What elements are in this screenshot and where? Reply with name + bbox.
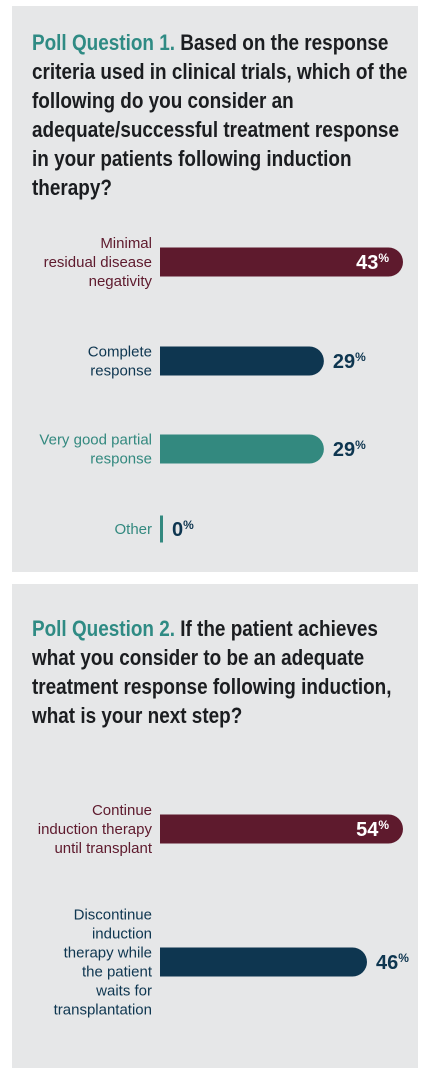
- category-label: Continue induction therapy until transplan…: [38, 802, 153, 857]
- category-label-line: until transplant: [54, 840, 152, 857]
- category-label-line: Continue: [92, 802, 152, 819]
- poll-question-1-title: Based on the response criteria used in c…: [32, 30, 408, 200]
- value-label: 46%: [376, 951, 409, 974]
- category-label-line: response: [90, 451, 152, 468]
- category-label-line: Complete: [88, 344, 152, 361]
- value-number: 29: [333, 439, 355, 461]
- bar: [160, 247, 403, 277]
- category-label: Complete response: [88, 344, 152, 380]
- value-label: 29%: [333, 438, 366, 461]
- value-number: 46: [376, 952, 398, 974]
- category-label-line: Minimal: [100, 235, 152, 252]
- poll-question-1-chart: Minimal residual disease negativity 43% Comp…: [39, 235, 403, 543]
- category-label: Very good partial response: [39, 432, 152, 468]
- value-label: 43%: [356, 251, 389, 274]
- category-label-line: transplantation: [54, 1002, 152, 1019]
- poll-question-2-text: Poll Question 2. If the patient achieves…: [32, 614, 410, 730]
- poll-question-2-chart: Continue induction therapy until transplan…: [38, 802, 410, 1019]
- value-number: 43: [356, 252, 378, 274]
- category-label-line: Discontinue: [74, 907, 152, 924]
- value-label: 54%: [356, 818, 389, 841]
- category-label-line: induction: [92, 926, 152, 943]
- value-label: 0%: [172, 518, 194, 541]
- category-label-line: therapy while: [64, 945, 152, 962]
- category-label: Discontinue induction therapy while the pat…: [54, 907, 153, 1019]
- value-number: 29: [333, 351, 355, 373]
- poll-question-1-text: Poll Question 1. Based on the response c…: [32, 28, 410, 202]
- poll-question-2-panel: Poll Question 2. If the patient achieves…: [12, 584, 418, 1068]
- category-label: Minimal residual disease negativity: [44, 235, 153, 290]
- value-unit: %: [378, 818, 389, 832]
- value-number: 0: [172, 519, 183, 541]
- bar: [160, 814, 403, 844]
- category-label-line: negativity: [89, 273, 153, 290]
- value-unit: %: [355, 350, 366, 364]
- bar: [160, 346, 324, 376]
- poll-question-2-label: Poll Question 2.: [32, 616, 175, 641]
- poll-question-1-panel: Poll Question 1. Based on the response c…: [12, 6, 418, 572]
- value-unit: %: [378, 251, 389, 265]
- value-unit: %: [398, 951, 409, 965]
- value-unit: %: [183, 518, 194, 532]
- value-label: 29%: [333, 350, 366, 373]
- poll-question-1-label: Poll Question 1.: [32, 30, 175, 55]
- value-number: 54: [356, 819, 379, 841]
- value-unit: %: [355, 438, 366, 452]
- poll-question-2-title: If the patient achieves what you conside…: [32, 616, 392, 728]
- bar: [160, 947, 367, 977]
- bar: [160, 515, 163, 543]
- category-label-line: waits for: [95, 983, 152, 1000]
- category-label-line: Other: [114, 521, 152, 538]
- category-label-line: response: [90, 363, 152, 380]
- category-label-line: residual disease: [44, 254, 152, 271]
- bar: [160, 434, 324, 464]
- category-label: Other: [114, 521, 152, 538]
- category-label-line: Very good partial: [39, 432, 152, 449]
- category-label-line: the patient: [82, 964, 153, 981]
- category-label-line: induction therapy: [38, 821, 153, 838]
